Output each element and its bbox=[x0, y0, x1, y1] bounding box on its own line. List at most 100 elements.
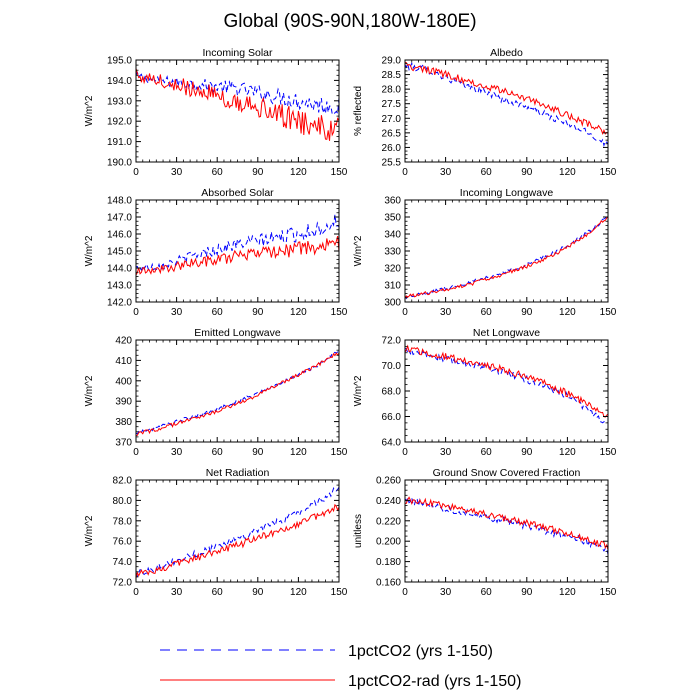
y-tick-label-net-radiation-76: 76.0 bbox=[113, 537, 133, 548]
y-axis-label-net-radiation: W/m^2 bbox=[84, 515, 95, 546]
panel-title-emitted-longwave: Emitted Longwave bbox=[194, 327, 281, 339]
y-tick-label-ground-snow-covered-fraction-0.18: 0.180 bbox=[376, 557, 401, 568]
x-tick-label-ground-snow-covered-fraction-0: 0 bbox=[402, 587, 408, 598]
y-tick-label-emitted-longwave-390: 390 bbox=[115, 397, 132, 408]
plot-frame-absorbed-solar bbox=[135, 199, 340, 303]
x-tick-label-absorbed-solar-30: 30 bbox=[171, 307, 183, 318]
x-tick-label-ground-snow-covered-fraction-60: 60 bbox=[481, 587, 493, 598]
x-tick-label-net-longwave-60: 60 bbox=[481, 447, 493, 458]
y-tick-label-net-longwave-70: 70.0 bbox=[382, 361, 402, 372]
x-tick-label-net-radiation-0: 0 bbox=[133, 587, 139, 598]
x-tick-label-net-longwave-150: 150 bbox=[600, 447, 617, 458]
y-tick-label-incoming-solar-193: 193.0 bbox=[107, 96, 132, 107]
y-tick-label-absorbed-solar-145: 145.0 bbox=[107, 247, 132, 258]
x-tick-label-albedo-120: 120 bbox=[559, 167, 576, 178]
series-line-albedo-1pctco2-rad-yrs-1-150 bbox=[405, 61, 608, 136]
x-tick-label-incoming-longwave-120: 120 bbox=[559, 307, 576, 318]
x-tick-label-albedo-90: 90 bbox=[521, 167, 533, 178]
y-axis-label-albedo: % reflected bbox=[353, 86, 364, 136]
y-tick-label-ground-snow-covered-fraction-0.2: 0.200 bbox=[376, 537, 401, 548]
x-tick-label-incoming-longwave-30: 30 bbox=[440, 307, 452, 318]
panel-net-longwave: Net Longwave W/m^2 0 30 60 90 120 150 64.0 66.0 68… bbox=[353, 327, 617, 458]
y-tick-label-ground-snow-covered-fraction-0.26: 0.260 bbox=[376, 476, 401, 487]
x-tick-label-emitted-longwave-150: 150 bbox=[331, 447, 348, 458]
panel-incoming-solar: Incoming Solar W/m^2 0 30 60 90 120 150 190.0 191… bbox=[84, 47, 348, 178]
series-line-incoming-solar-1pctco2-rad-yrs-1-150 bbox=[136, 68, 339, 141]
panel-title-net-radiation: Net Radiation bbox=[206, 467, 270, 479]
series-group-albedo bbox=[405, 61, 608, 148]
series-line-ground-snow-covered-fraction-1pctco2-rad-yrs-1-150 bbox=[405, 496, 608, 550]
y-tick-label-albedo-27: 27.0 bbox=[382, 114, 402, 125]
series-line-emitted-longwave-1pctco2-yrs-1-150 bbox=[136, 350, 339, 435]
y-tick-label-incoming-solar-190: 190.0 bbox=[107, 158, 132, 169]
x-tick-label-incoming-solar-30: 30 bbox=[171, 167, 183, 178]
y-tick-label-incoming-longwave-300: 300 bbox=[384, 298, 401, 309]
y-tick-label-ground-snow-covered-fraction-0.24: 0.240 bbox=[376, 496, 401, 507]
y-tick-label-emitted-longwave-380: 380 bbox=[115, 417, 132, 428]
legend-label-1pctco2: 1pctCO2 (yrs 1-150) bbox=[348, 643, 493, 660]
x-tick-label-net-longwave-30: 30 bbox=[440, 447, 452, 458]
y-tick-label-incoming-solar-192: 192.0 bbox=[107, 117, 132, 128]
x-tick-label-emitted-longwave-0: 0 bbox=[133, 447, 139, 458]
y-axis-label-absorbed-solar: W/m^2 bbox=[84, 235, 95, 266]
series-line-absorbed-solar-1pctco2-yrs-1-150 bbox=[136, 214, 339, 272]
y-tick-label-emitted-longwave-420: 420 bbox=[115, 336, 132, 347]
series-line-net-radiation-1pctco2-yrs-1-150 bbox=[136, 486, 339, 578]
y-tick-label-albedo-28: 28.0 bbox=[382, 85, 402, 96]
legend-label-1pctco2-rad: 1pctCO2-rad (yrs 1-150) bbox=[348, 673, 521, 690]
y-tick-label-emitted-longwave-370: 370 bbox=[115, 438, 132, 449]
y-tick-label-net-longwave-72: 72.0 bbox=[382, 336, 402, 347]
y-tick-label-albedo-29: 29.0 bbox=[382, 56, 402, 67]
y-tick-label-absorbed-solar-144: 144.0 bbox=[107, 264, 132, 275]
y-tick-label-net-radiation-72: 72.0 bbox=[113, 578, 133, 589]
x-tick-label-net-radiation-120: 120 bbox=[290, 587, 307, 598]
x-tick-label-net-radiation-30: 30 bbox=[171, 587, 183, 598]
y-tick-label-net-longwave-64: 64.0 bbox=[382, 438, 402, 449]
y-tick-label-emitted-longwave-410: 410 bbox=[115, 356, 132, 367]
y-tick-label-albedo-26.5: 26.5 bbox=[382, 128, 402, 139]
x-tick-label-incoming-longwave-0: 0 bbox=[402, 307, 408, 318]
series-line-absorbed-solar-1pctco2-rad-yrs-1-150 bbox=[136, 235, 339, 276]
panel-title-absorbed-solar: Absorbed Solar bbox=[201, 187, 274, 199]
series-group-net-longwave bbox=[405, 344, 608, 424]
panel-title-incoming-longwave: Incoming Longwave bbox=[460, 187, 554, 199]
y-tick-label-incoming-solar-194: 194.0 bbox=[107, 76, 132, 87]
y-tick-label-albedo-28.5: 28.5 bbox=[382, 70, 402, 81]
plot-frame-albedo bbox=[404, 59, 609, 163]
x-tick-label-net-longwave-90: 90 bbox=[521, 447, 533, 458]
series-group-ground-snow-covered-fraction bbox=[405, 496, 608, 555]
y-tick-label-net-radiation-80: 80.0 bbox=[113, 496, 133, 507]
x-tick-label-albedo-30: 30 bbox=[440, 167, 452, 178]
x-tick-label-absorbed-solar-150: 150 bbox=[331, 307, 348, 318]
plot-frame-ground-snow-covered-fraction bbox=[404, 479, 609, 583]
y-tick-label-absorbed-solar-146: 146.0 bbox=[107, 230, 132, 241]
series-group-net-radiation bbox=[136, 486, 339, 579]
x-tick-label-albedo-0: 0 bbox=[402, 167, 408, 178]
y-tick-label-absorbed-solar-143: 143.0 bbox=[107, 281, 132, 292]
y-axis-label-net-longwave: W/m^2 bbox=[353, 375, 364, 406]
x-tick-label-albedo-60: 60 bbox=[481, 167, 493, 178]
y-tick-label-ground-snow-covered-fraction-0.22: 0.220 bbox=[376, 516, 401, 527]
x-tick-label-net-radiation-90: 90 bbox=[252, 587, 264, 598]
x-tick-label-emitted-longwave-30: 30 bbox=[171, 447, 183, 458]
y-tick-label-albedo-27.5: 27.5 bbox=[382, 99, 402, 110]
y-axis-label-ground-snow-covered-fraction: unitless bbox=[353, 514, 364, 548]
y-tick-label-incoming-longwave-350: 350 bbox=[384, 213, 401, 224]
y-axis-label-emitted-longwave: W/m^2 bbox=[84, 375, 95, 406]
y-tick-label-albedo-25.5: 25.5 bbox=[382, 158, 402, 169]
panel-emitted-longwave: Emitted Longwave W/m^2 0 30 60 90 120 150 370 380… bbox=[84, 327, 348, 458]
y-tick-label-incoming-longwave-340: 340 bbox=[384, 230, 401, 241]
y-tick-label-emitted-longwave-400: 400 bbox=[115, 376, 132, 387]
series-line-emitted-longwave-1pctco2-rad-yrs-1-150 bbox=[136, 352, 339, 437]
x-tick-label-incoming-solar-150: 150 bbox=[331, 167, 348, 178]
series-group-emitted-longwave bbox=[136, 350, 339, 437]
x-tick-label-net-radiation-60: 60 bbox=[212, 587, 224, 598]
x-tick-label-emitted-longwave-120: 120 bbox=[290, 447, 307, 458]
y-tick-label-incoming-longwave-330: 330 bbox=[384, 247, 401, 258]
x-tick-label-net-longwave-120: 120 bbox=[559, 447, 576, 458]
plot-frame-net-radiation bbox=[135, 479, 340, 583]
y-tick-label-net-radiation-78: 78.0 bbox=[113, 516, 133, 527]
y-tick-label-ground-snow-covered-fraction-0.16: 0.160 bbox=[376, 578, 401, 589]
x-tick-label-incoming-longwave-60: 60 bbox=[481, 307, 493, 318]
